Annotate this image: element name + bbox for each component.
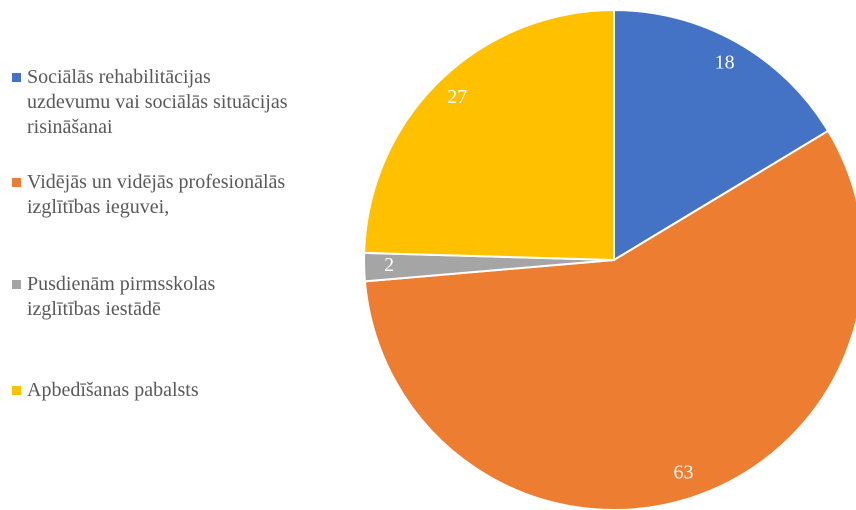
legend-label: Pusdienām pirmsskolas izglītības iestādē <box>27 273 216 320</box>
legend-swatch <box>12 386 21 395</box>
data-label: 18 <box>715 52 735 74</box>
legend-label: Vidējās un vidējās profesionālās izglītī… <box>27 171 286 218</box>
legend-swatch <box>12 73 21 82</box>
pie-slice <box>363 129 856 510</box>
pie-slice <box>363 8 615 262</box>
data-label: 27 <box>447 86 467 108</box>
legend-label: Sociālās rehabilitācijas uzdevumu vai so… <box>27 66 288 138</box>
data-label: 63 <box>674 462 694 484</box>
legend-item: Pusdienām pirmsskolas izglītības iestādē <box>12 272 292 322</box>
legend-item: Sociālās rehabilitācijas uzdevumu vai so… <box>12 65 292 140</box>
legend-label: Apbedīšanas pabalsts <box>27 379 199 401</box>
legend-item: Vidējās un vidējās profesionālās izglītī… <box>12 170 292 220</box>
data-label: 2 <box>384 254 394 276</box>
legend-swatch <box>12 280 21 289</box>
legend-swatch <box>12 178 21 187</box>
legend-item: Apbedīšanas pabalsts <box>12 378 292 403</box>
pie-slice <box>613 8 830 262</box>
